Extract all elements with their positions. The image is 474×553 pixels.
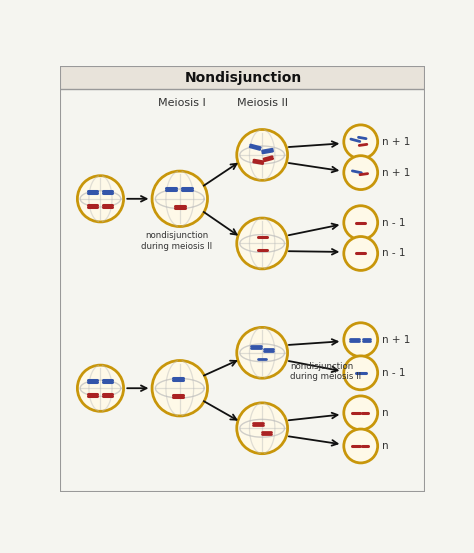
Text: nondisjunction
during meiosis II: nondisjunction during meiosis II	[141, 231, 212, 251]
Circle shape	[152, 171, 208, 227]
Circle shape	[344, 156, 378, 190]
Circle shape	[344, 396, 378, 430]
Text: n - 1: n - 1	[382, 248, 405, 258]
Text: n - 1: n - 1	[382, 368, 405, 378]
Text: n: n	[382, 441, 388, 451]
Text: Nondisjunction: Nondisjunction	[184, 71, 301, 85]
Text: n + 1: n + 1	[382, 335, 410, 345]
Circle shape	[344, 125, 378, 159]
Text: n + 1: n + 1	[382, 137, 410, 147]
Text: Meiosis I: Meiosis I	[158, 98, 206, 108]
Circle shape	[77, 176, 124, 222]
Circle shape	[237, 403, 288, 453]
Text: n - 1: n - 1	[382, 218, 405, 228]
Circle shape	[344, 206, 378, 239]
Circle shape	[344, 356, 378, 390]
Circle shape	[152, 361, 208, 416]
Circle shape	[237, 327, 288, 378]
Circle shape	[237, 218, 288, 269]
Circle shape	[77, 365, 124, 411]
Circle shape	[344, 429, 378, 463]
Text: n + 1: n + 1	[382, 168, 410, 178]
Circle shape	[344, 323, 378, 357]
Circle shape	[237, 129, 288, 180]
Circle shape	[344, 237, 378, 270]
Text: nondisjunction
during meiosis II: nondisjunction during meiosis II	[290, 362, 361, 382]
Text: n: n	[382, 408, 388, 418]
Text: Meiosis II: Meiosis II	[237, 98, 289, 108]
Bar	[61, 66, 425, 90]
